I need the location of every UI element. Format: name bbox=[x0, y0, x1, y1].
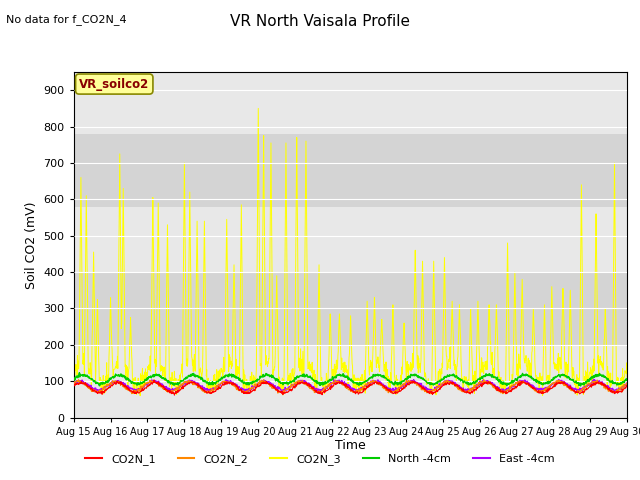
Y-axis label: Soil CO2 (mV): Soil CO2 (mV) bbox=[25, 201, 38, 288]
Text: VR North Vaisala Profile: VR North Vaisala Profile bbox=[230, 14, 410, 29]
Text: No data for f_CO2N_4: No data for f_CO2N_4 bbox=[6, 14, 127, 25]
Bar bbox=[74, 272, 627, 345]
X-axis label: Time: Time bbox=[335, 439, 366, 453]
Text: VR_soilco2: VR_soilco2 bbox=[79, 78, 149, 91]
Bar bbox=[74, 134, 627, 206]
Legend: CO2N_1, CO2N_2, CO2N_3, North -4cm, East -4cm: CO2N_1, CO2N_2, CO2N_3, North -4cm, East… bbox=[81, 450, 559, 469]
